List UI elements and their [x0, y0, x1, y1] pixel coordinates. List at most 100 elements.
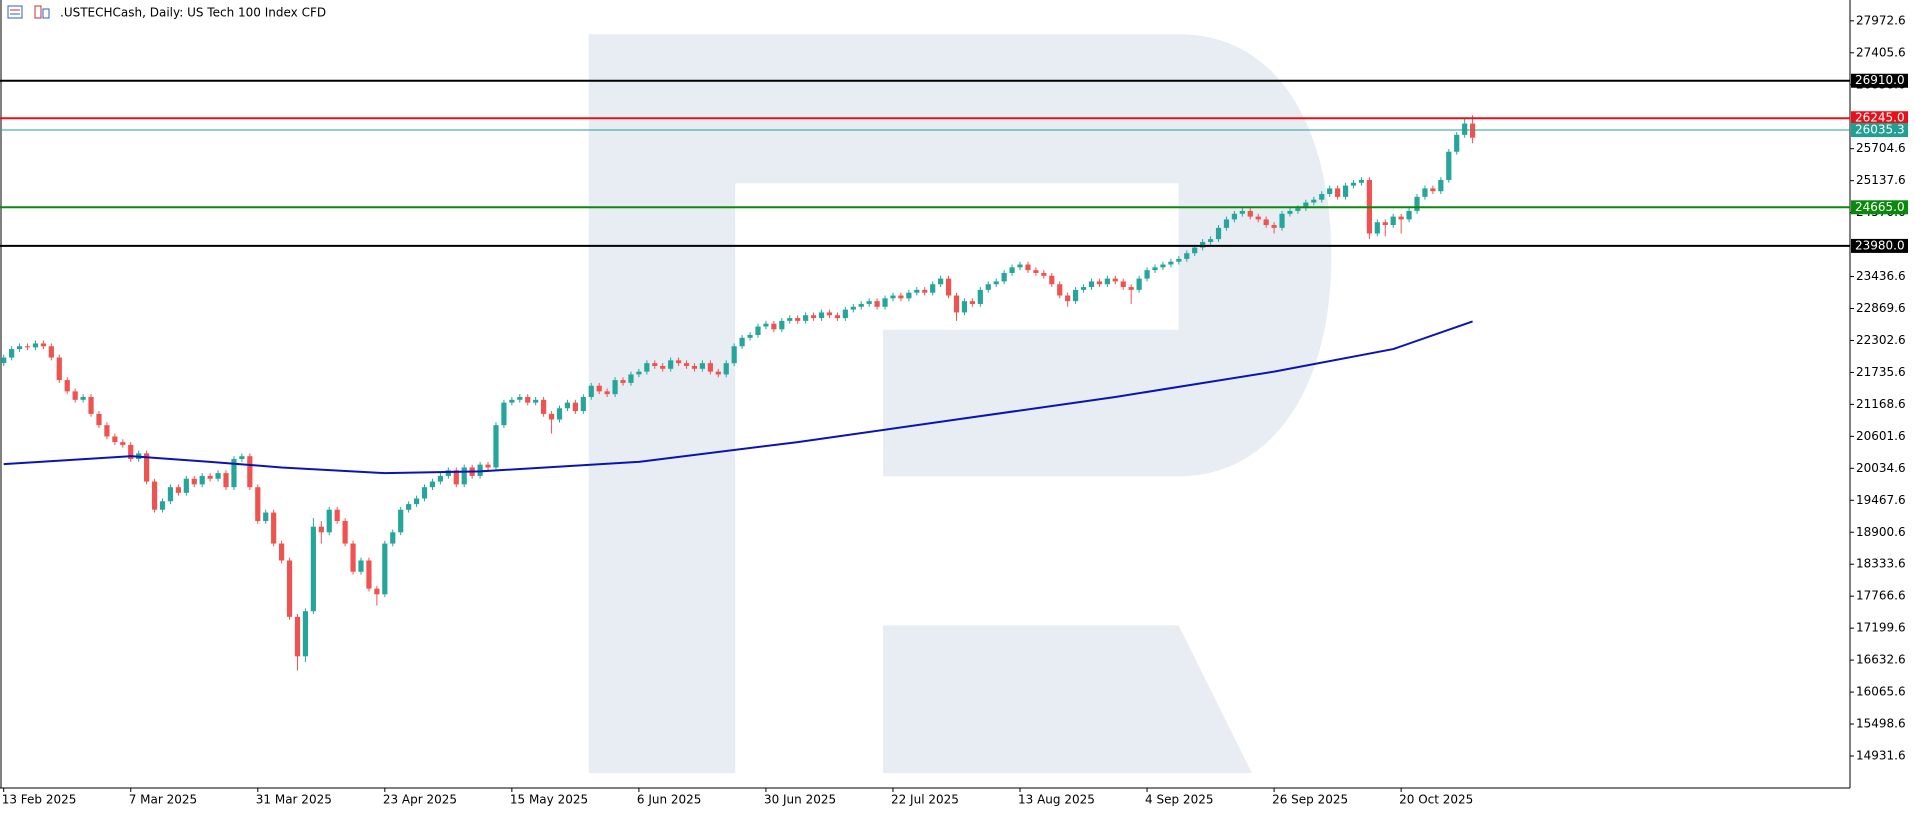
y-tick-label: 19467.6 [1856, 493, 1906, 507]
candle-body [1271, 225, 1277, 228]
candle-body [1430, 188, 1436, 192]
candle-body [247, 456, 253, 488]
candle-body [1295, 208, 1301, 211]
candle-body [215, 473, 221, 479]
candle-body [326, 509, 332, 533]
x-tick-label: 22 Jul 2025 [891, 793, 959, 807]
candle-body [9, 349, 15, 358]
candle-body [1184, 253, 1190, 259]
candle-body [628, 374, 634, 383]
candle-body [707, 363, 713, 372]
candle-body [1287, 210, 1293, 214]
candle-body [1382, 222, 1388, 226]
candle-body [691, 365, 698, 369]
x-tick-label: 23 Apr 2025 [383, 793, 457, 807]
candle-body [620, 380, 626, 383]
y-tick-label: 22869.6 [1856, 301, 1906, 315]
candle-body [175, 487, 181, 493]
candle-body [1049, 275, 1055, 285]
candle-body [922, 289, 928, 293]
candle-body [850, 306, 856, 310]
y-tick-label: 20034.6 [1856, 461, 1906, 475]
candle-body [803, 315, 809, 321]
y-tick-label: 17766.6 [1856, 589, 1906, 603]
y-tick-label: 16632.6 [1856, 653, 1906, 667]
candle-body [818, 312, 825, 319]
candle-body [739, 337, 745, 347]
candle-body [302, 611, 309, 657]
y-tick-label: 21168.6 [1856, 397, 1906, 411]
candle-body [930, 284, 936, 293]
y-tick-label: 17199.6 [1856, 621, 1906, 635]
candle-body [890, 295, 896, 299]
candle-body [723, 363, 729, 375]
header-icons [7, 5, 50, 19]
candle-body [1215, 227, 1222, 240]
candle-body [1398, 216, 1404, 220]
y-tick-label: 15498.6 [1856, 717, 1906, 731]
candle-body [120, 442, 126, 445]
candle-body [676, 360, 682, 364]
candle-body [826, 312, 833, 316]
candle-body [1057, 284, 1063, 296]
candle-body [271, 512, 277, 544]
candle-body [88, 396, 94, 414]
candle-body [358, 560, 364, 572]
y-tick-label: 21735.6 [1856, 365, 1906, 379]
candle-body [898, 295, 904, 299]
candle-body [1470, 123, 1476, 138]
candle-body [318, 526, 324, 533]
candle-body [556, 408, 563, 420]
y-tick-label: 22302.6 [1856, 333, 1906, 347]
candle-body [1279, 213, 1285, 228]
level-label-bg [1851, 123, 1908, 138]
candle-body [810, 315, 817, 319]
candle-body [48, 346, 54, 358]
candle-body [263, 512, 269, 522]
level-label: 23980.0 [1855, 238, 1905, 252]
candle-body [1303, 202, 1309, 209]
candle-body [24, 346, 31, 348]
candle-body [1017, 264, 1023, 268]
x-tick-label: 30 Jun 2025 [764, 793, 836, 807]
y-tick-label: 23436.6 [1856, 269, 1906, 283]
candle-body [1350, 182, 1357, 186]
candle-body [938, 278, 944, 285]
candle-body [604, 391, 610, 395]
candle-body [366, 560, 372, 589]
x-tick-label: 13 Feb 2025 [2, 793, 77, 807]
candle-body [1065, 295, 1071, 302]
y-tick-label: 14931.6 [1856, 749, 1906, 763]
candle-body [40, 343, 46, 347]
candle-body [1231, 213, 1237, 220]
level-label-bg [1851, 200, 1908, 215]
candle-body [1390, 216, 1396, 226]
candle-body [1255, 216, 1261, 220]
candle-body [1462, 123, 1468, 135]
candle-body [969, 301, 975, 304]
candle-body [755, 326, 761, 335]
candle-body [1136, 278, 1142, 290]
candle-body [1120, 281, 1126, 288]
candle-body [715, 371, 721, 375]
candle-body [1080, 287, 1087, 290]
level-label: 26245.0 [1855, 111, 1905, 125]
candle-body [779, 320, 785, 330]
candle-body [842, 309, 848, 319]
candle-body [374, 588, 380, 595]
candle-body [914, 289, 920, 293]
x-tick-label: 26 Sep 2025 [1272, 793, 1348, 807]
moving-average [3, 320, 1473, 475]
candle-body [1128, 287, 1134, 290]
candle-body [596, 385, 602, 392]
candle-body [80, 396, 86, 400]
candle-body [747, 334, 753, 338]
candle-body [350, 543, 356, 572]
candle-body [56, 357, 62, 381]
candle-body [239, 456, 245, 459]
candle-body [1311, 199, 1317, 203]
y-tick-label: 18333.6 [1856, 557, 1906, 571]
candle-body [413, 498, 420, 505]
x-tick-label: 20 Oct 2025 [1399, 793, 1473, 807]
